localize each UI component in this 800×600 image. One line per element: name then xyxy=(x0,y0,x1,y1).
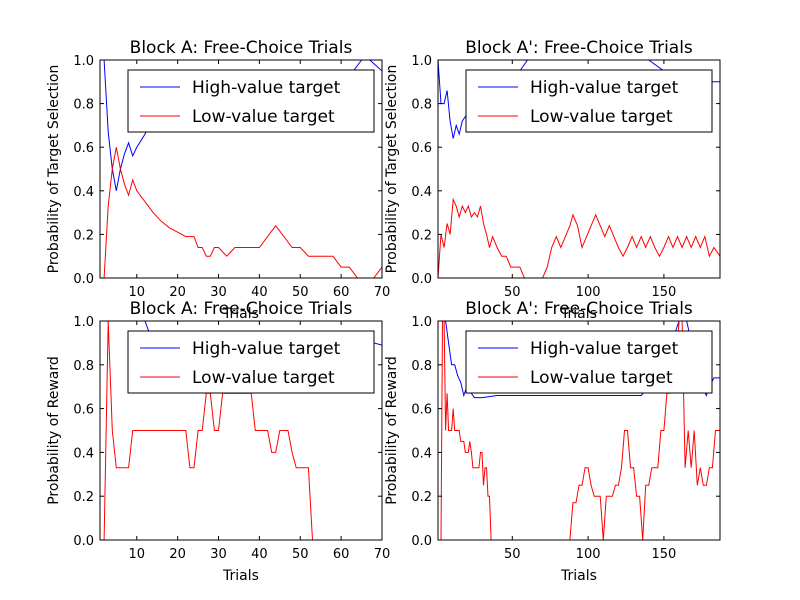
y-tick-label: 0.6 xyxy=(73,141,94,156)
x-tick-label: 20 xyxy=(169,285,186,300)
y-axis-label: Probability of Target Selection xyxy=(46,65,62,274)
legend-label: Low-value target xyxy=(192,107,335,127)
legend-box xyxy=(127,330,375,394)
y-tick-label: 0.8 xyxy=(73,98,94,113)
legend-label: Low-value target xyxy=(530,368,673,388)
legend: High-value target Low-value target xyxy=(127,330,375,394)
y-axis-label: Probability of Reward xyxy=(384,356,400,505)
legend: High-value target Low-value target xyxy=(465,330,713,394)
x-tick-label: 30 xyxy=(210,285,227,300)
x-tick-label: 100 xyxy=(576,547,601,562)
x-tick-label: 10 xyxy=(129,285,146,300)
y-tick-label: 0.2 xyxy=(411,228,432,243)
x-tick-label: 150 xyxy=(651,285,676,300)
x-tick-label: 20 xyxy=(169,547,186,562)
legend-label: High-value target xyxy=(530,78,679,98)
legend-label: High-value target xyxy=(192,78,341,98)
x-tick-label: 70 xyxy=(374,547,391,562)
y-tick-label: 0.8 xyxy=(73,359,94,374)
x-tick-label: 150 xyxy=(651,547,676,562)
y-tick-label: 0.2 xyxy=(73,228,94,243)
x-tick-label: 40 xyxy=(251,547,268,562)
y-tick-label: 0.0 xyxy=(73,534,94,549)
x-axis-label: Trials xyxy=(560,568,597,584)
axes-frame xyxy=(437,59,721,279)
x-tick-label: 100 xyxy=(576,285,601,300)
y-tick-label: 0.2 xyxy=(411,490,432,505)
x-axis-label: Trials xyxy=(222,568,259,584)
y-tick-label: 0.8 xyxy=(411,98,432,113)
y-tick-label: 0.0 xyxy=(411,272,432,287)
legend-label: High-value target xyxy=(530,339,679,359)
x-tick-label: 60 xyxy=(333,285,350,300)
legend-label: Low-value target xyxy=(192,368,335,388)
y-tick-label: 1.0 xyxy=(73,315,94,330)
x-axis-label: Trials xyxy=(560,306,597,322)
y-axis-label: Probability of Reward xyxy=(46,356,62,505)
y-tick-label: 0.0 xyxy=(73,272,94,287)
y-tick-label: 0.2 xyxy=(73,490,94,505)
x-tick-label: 50 xyxy=(292,285,309,300)
legend-label: High-value target xyxy=(192,339,341,359)
x-tick-label: 50 xyxy=(504,547,521,562)
chart-title: Block A: Free-Choice Trials xyxy=(130,299,353,319)
legend-box xyxy=(465,69,713,133)
legend-box xyxy=(127,69,375,133)
x-tick-label: 50 xyxy=(504,285,521,300)
x-tick-label: 10 xyxy=(129,547,146,562)
chart-panel-4: 50 100 150 0.0 0.2 0.4 0.6 0.8 1.0 Trials Probabil… xyxy=(384,299,721,584)
y-tick-label: 1.0 xyxy=(73,54,94,69)
y-tick-label: 0.6 xyxy=(411,403,432,418)
legend: High-value target Low-value target xyxy=(127,69,375,133)
y-tick-label: 0.4 xyxy=(411,446,432,461)
chart-panel-1: 10 20 30 40 50 60 70 0.0 0.2 0.4 0.6 0.8 1.0 Trials Pr… xyxy=(46,38,390,322)
series-line-low-value xyxy=(100,147,382,278)
y-tick-label: 0.4 xyxy=(73,446,94,461)
y-tick-label: 1.0 xyxy=(411,54,432,69)
legend-label: Low-value target xyxy=(530,107,673,127)
legend-box xyxy=(465,330,713,394)
axes-frame xyxy=(99,320,383,541)
chart-title: Block A': Free-Choice Trials xyxy=(465,299,693,319)
y-tick-label: 0.6 xyxy=(73,403,94,418)
chart-title: Block A: Free-Choice Trials xyxy=(130,38,353,58)
chart-panel-2: 50 100 150 0.0 0.2 0.4 0.6 0.8 1.0 Trials Probabil… xyxy=(384,38,721,322)
x-tick-label: 30 xyxy=(210,547,227,562)
chart-panel-3: 10 20 30 40 50 60 70 0.0 0.2 0.4 0.6 0.8 1.0 Trials Pr… xyxy=(46,299,390,584)
y-tick-label: 0.4 xyxy=(411,185,432,200)
axes-frame xyxy=(437,320,721,541)
legend: High-value target Low-value target xyxy=(465,69,713,133)
x-tick-label: 40 xyxy=(251,285,268,300)
y-tick-label: 0.8 xyxy=(411,359,432,374)
y-tick-label: 0.0 xyxy=(411,534,432,549)
x-tick-label: 70 xyxy=(374,285,391,300)
x-axis-label: Trials xyxy=(222,306,259,322)
x-tick-label: 50 xyxy=(292,547,309,562)
y-tick-label: 0.6 xyxy=(411,141,432,156)
y-tick-label: 1.0 xyxy=(411,315,432,330)
axes-frame xyxy=(99,59,383,279)
y-axis-label: Probability of Target Selection xyxy=(384,65,400,274)
series-line-low-value xyxy=(438,197,720,278)
x-tick-label: 60 xyxy=(333,547,350,562)
y-tick-label: 0.4 xyxy=(73,185,94,200)
chart-title: Block A': Free-Choice Trials xyxy=(465,38,693,58)
